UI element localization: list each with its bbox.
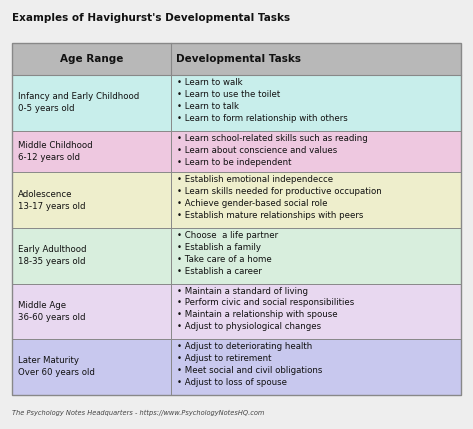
Text: • Learn to walk
• Learn to use the toilet
• Learn to talk
• Learn to form relati: • Learn to walk • Learn to use the toile… [177,78,348,123]
Bar [12,284,461,339]
Text: Infancy and Early Childhood
0-5 years old: Infancy and Early Childhood 0-5 years ol… [18,93,139,113]
Text: Adolescence
13-17 years old: Adolescence 13-17 years old [18,190,85,211]
Text: • Maintain a standard of living
• Perform civic and social responsibilities
• Ma: • Maintain a standard of living • Perfor… [177,287,354,331]
Bar [12,43,461,75]
Text: Age Range: Age Range [60,54,123,64]
Bar [12,43,461,395]
Text: • Adjust to deteriorating health
• Adjust to retirement
• Meet social and civil : • Adjust to deteriorating health • Adjus… [177,342,323,387]
Text: Developmental Tasks: Developmental Tasks [176,54,301,64]
Text: The Psychology Notes Headquarters - https://www.PsychologyNotesHQ.com: The Psychology Notes Headquarters - http… [12,410,264,416]
Text: Middle Childhood
6-12 years old: Middle Childhood 6-12 years old [18,141,92,162]
Text: • Learn school-related skills such as reading
• Learn about conscience and value: • Learn school-related skills such as re… [177,134,368,166]
Bar [12,172,461,228]
Bar [12,339,461,395]
Text: Later Maturity
Over 60 years old: Later Maturity Over 60 years old [18,356,95,377]
Bar [12,75,461,131]
Text: • Choose  a life partner
• Establish a family
• Take care of a home
• Establish : • Choose a life partner • Establish a fa… [177,231,278,276]
Bar [12,131,461,172]
Bar [12,228,461,284]
Text: Middle Age
36-60 years old: Middle Age 36-60 years old [18,301,85,322]
Text: Early Adulthood
18-35 years old: Early Adulthood 18-35 years old [18,245,86,266]
Text: Examples of Havighurst's Developmental Tasks: Examples of Havighurst's Developmental T… [12,13,290,23]
Text: • Establish emotional independecce
• Learn skills needed for productive occupati: • Establish emotional independecce • Lea… [177,175,382,220]
